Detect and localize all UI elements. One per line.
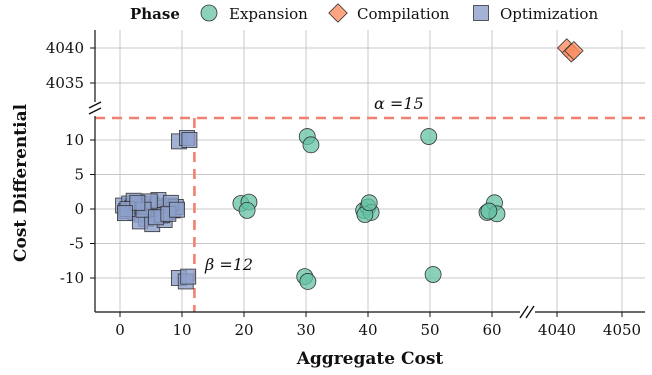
series-optimization [115,130,198,290]
y-tick-label: 5 [74,166,84,184]
x-tick-label: 30 [296,321,315,339]
x-tick-label: 4040 [538,321,576,339]
legend-title: Phase [130,5,180,23]
x-axis-break [519,305,535,319]
series-compilation [556,38,584,63]
expansion-point [238,201,256,219]
legend-label: Expansion [229,5,308,23]
expansion-point [424,266,442,283]
legend-label: Compilation [357,5,450,23]
expansion-point [480,202,498,220]
optimization-point [180,268,197,285]
y-tick-label: -5 [69,235,84,253]
expansion-point [360,194,378,212]
y-tick-label: 10 [65,131,84,149]
y-axis-break [88,101,102,115]
x-axis-title: Aggregate Cost [296,349,444,369]
x-tick-label: 50 [420,321,439,339]
series-expansion [232,128,506,290]
compilation-point [564,41,584,61]
optimization-point [169,201,185,218]
data-points [115,38,584,290]
x-tick-label: 0 [115,321,125,339]
legend-entries: Expansion Compilation Optimization [200,3,598,23]
beta-annotation: β =12 [204,255,253,274]
expansion-point [420,128,438,145]
x-tick-label: 60 [482,321,501,339]
legend-expansion-marker [200,4,218,22]
optimization-point [181,132,198,148]
alpha-annotation: α =15 [374,94,424,113]
x-tick-label: 40 [358,321,377,339]
x-tick-label: 20 [234,321,253,339]
y-tick-label: -10 [60,269,84,287]
x-tick-label: 4050 [603,321,641,339]
legend: Phase Expansion Compilation Optimization [130,3,598,23]
optimization-point [117,205,133,222]
x-tick-label: 10 [172,321,191,339]
grid-layer [95,30,645,312]
legend-label: Optimization [500,5,598,23]
y-axis-title: Cost Differential [11,103,31,262]
legend-compilation-marker [328,3,348,23]
legend-optimization-marker [473,5,489,21]
expansion-point [299,273,317,290]
optimization-point [129,194,146,211]
y-tick-label: 0 [74,200,84,218]
y-tick-label: 4040 [46,39,84,57]
expansion-point [302,136,320,154]
y-tick-label: 4035 [46,74,84,92]
